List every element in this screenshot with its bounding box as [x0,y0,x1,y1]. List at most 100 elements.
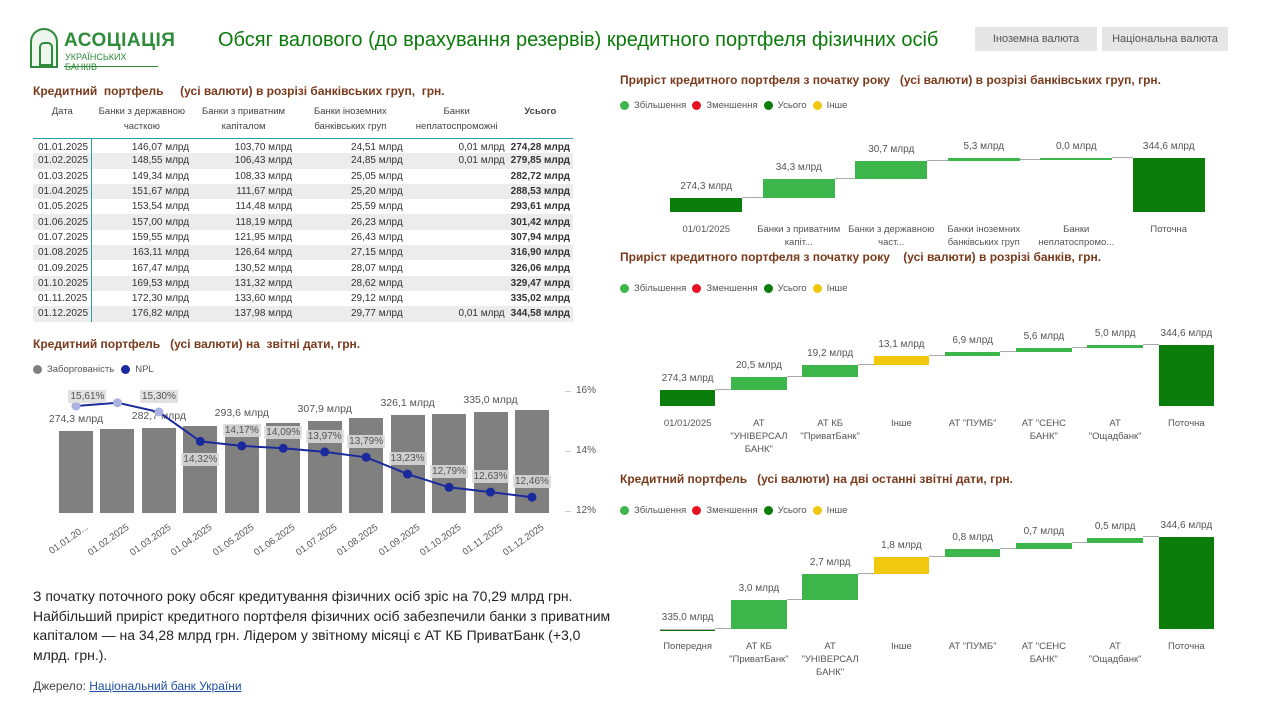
waterfall-category-label: АТ "СЕНС БАНК" [1021,641,1067,665]
legend-dot-decrease-icon [692,101,702,110]
waterfall-bar-other [873,356,930,365]
table-cell: 118,19 млрд [192,214,296,230]
table-cell: 126,64 млрд [192,245,296,261]
waterfall-legend: Збільшення Зменшення Усього Інше [620,283,847,294]
legend-dot-increase-icon [620,284,629,293]
waterfall-value-label: 13,1 млрд [878,339,925,351]
y2-gridtick [565,511,571,512]
table-cell: 01.07.2025 [33,229,93,246]
logo-arch-icon [30,28,58,68]
connector-line [715,388,732,390]
table-cell [405,245,508,261]
legend-increase: Збільшення [634,100,687,111]
source-link[interactable]: Національний банк України [89,679,242,693]
waterfall-bar-increase [1040,158,1113,160]
source: Джерело: Національний банк України [33,679,242,693]
legend-dot-other-icon [812,101,822,110]
npl-point [195,436,205,446]
waterfall-value-label: 6,9 млрд [952,334,993,346]
waterfall-category-label: 01/01/2025 [682,224,731,235]
waterfall-category-label: АТ "Ощадбанк" [1088,418,1142,442]
bar-debt [432,414,467,513]
table-cell: 159,55 млрд [131,231,190,243]
table-cell: 01.02.2025 [33,153,93,169]
waterfall-category-label: Банки з державною част... [848,224,935,248]
portfolio-table: Дата Банки з державною часткою Банки з при… [33,104,573,322]
table-cell: 01.04.2025 [33,183,93,200]
page-title: Обсяг валового (до врахування резервів) … [218,29,939,51]
legend-dot-decrease-icon [692,284,702,293]
table-cell: 01.05.2025 [33,199,93,215]
waterfall-bar-increase [947,158,1020,162]
legend-total: Усього [777,505,807,516]
baseline [659,629,716,630]
foreign-currency-button[interactable]: Іноземна валюта [975,27,1097,51]
npl-label: 14,09% [264,426,303,440]
npl-label: 12,79% [430,465,469,479]
waterfall-value-label: 0,7 млрд [1023,525,1065,537]
table-row: 01.01.2025 146,07 млрд 103,70 млрд 24,51 мл… [33,138,573,154]
bar-line-chart: 274,3 млрд 01.01.20... 01.02.2025 282,7 млр… [0,0,620,560]
waterfall-bar-increase [731,600,787,629]
table-cell: 167,47 млрд [131,262,190,274]
waterfall-value-label: 344,6 млрд [1160,328,1213,339]
table-cell: 146,07 млрд [131,141,190,153]
waterfall-category-label: АТ КБ "ПриватБанк" [729,641,789,665]
waterfall-category-label: АТ "УНІВЕРСАЛ БАНК" [801,641,859,678]
table-cell: 279,85 млрд [507,153,573,169]
table-cell: 24,85 млрд [295,153,406,169]
npl-label: 13,79% [347,435,386,449]
column-header: Усього [524,106,557,117]
npl-label: 12,63% [471,470,510,484]
legend-decrease: Зменшення [706,505,758,516]
connector-line [715,628,732,629]
table-cell [405,183,508,200]
table-cell: 344,58 млрд [507,306,573,322]
table-cell: 274,28 млрд [510,141,570,153]
legend-increase: Збільшення [634,505,687,516]
legend-other: Інше [826,100,848,111]
legend-decrease: Зменшення [706,100,758,111]
table-row: 01.09.2025 167,47 млрд 130,52 млрд 28,07 мл… [33,260,573,276]
waterfall-category-label: АТ "ПУМБ" [948,418,997,429]
waterfall-bar-increase [944,549,1001,558]
table-cell: 316,90 млрд [507,245,573,261]
table-cell: 25,20 млрд [295,183,406,200]
waterfall-legend: Збільшення Зменшення Усього Інше [620,505,847,516]
connector-line [786,599,803,601]
y2-tick-label: 16% [576,385,597,396]
npl-label: 13,97% [305,429,344,443]
waterfall-value-label: 3,0 млрд [738,583,780,595]
waterfall-title: Приріст кредитного портфеля з початку ро… [620,250,1102,264]
table-cell: 335,02 млрд [510,293,570,305]
national-currency-button[interactable]: Національна валюта [1102,27,1228,51]
table-cell: 106,43 млрд [192,153,296,169]
connector-line [857,363,874,365]
connector-line [1071,541,1088,543]
legend-dot-total-icon [763,506,773,515]
table-cell: 108,33 млрд [234,170,293,182]
table-cell: 288,53 млрд [507,183,573,200]
waterfall-bar-increase [1016,348,1072,352]
table-row: 01.11.2025 172,30 млрд 133,60 млрд 29,12 мл… [33,290,573,307]
waterfall-value-label: 274,3 млрд [680,181,733,193]
logo-underline [64,66,158,67]
connector-line [1112,157,1133,158]
table-cell: 111,67 млрд [192,183,296,200]
table-cell: 149,34 млрд [131,170,190,182]
connector-line [927,160,948,162]
npl-point [278,443,288,453]
connector-line [1000,350,1017,352]
bar-debt [141,428,176,513]
waterfall-value-label: 335,0 млрд [661,612,714,623]
bar-label: 326,1 млрд [380,397,435,410]
column-header: Банки з приватним капіталом [202,106,286,132]
table-cell: 0,01 млрд [458,141,505,153]
table-cell: 114,48 млрд [235,201,293,213]
table-row: 01.05.2025 153,54 млрд 114,48 млрд 25,59 мл… [33,199,573,215]
table-cell: 01.12.2025 [33,306,93,322]
npl-label: 15,61% [68,389,107,403]
table-cell: 28,62 млрд [295,275,406,291]
column-header: Банки неплатоспроможні [415,106,498,132]
